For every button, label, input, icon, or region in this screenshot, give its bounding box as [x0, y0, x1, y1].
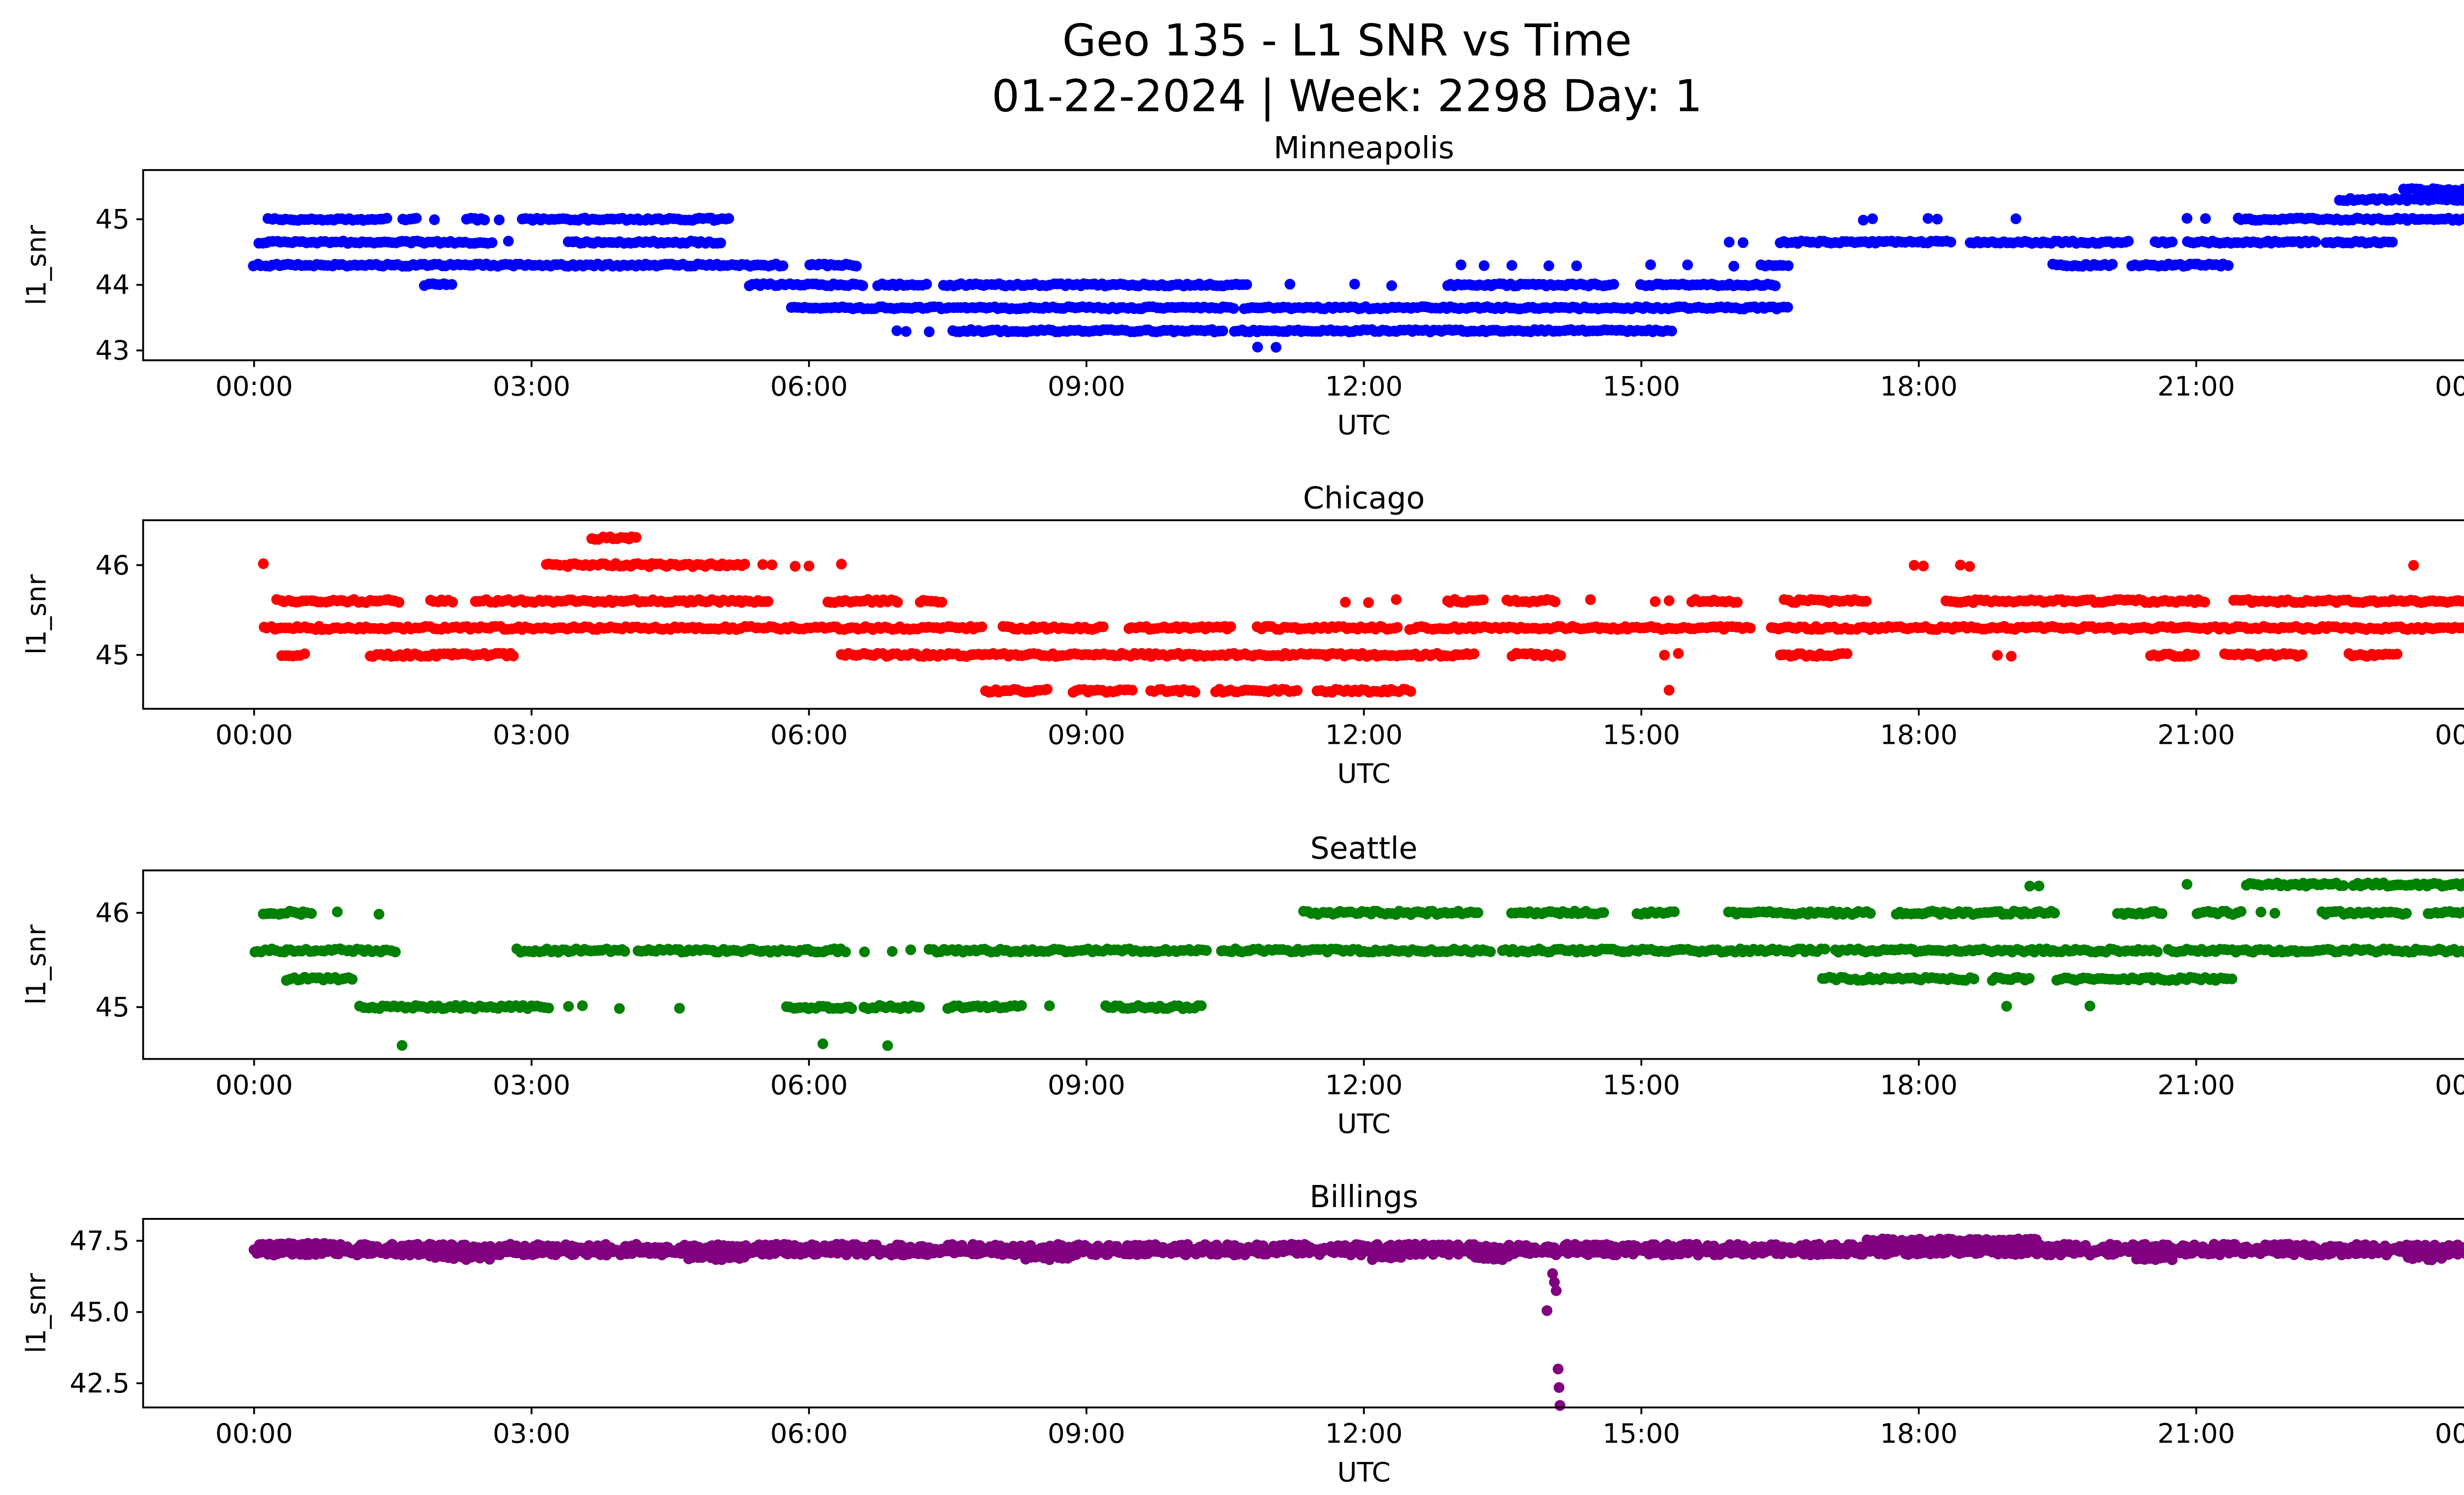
x-tick-label: 03:00	[493, 371, 570, 402]
subplot-title: Chicago	[1303, 481, 1425, 516]
y-tick-label: 44	[96, 269, 130, 301]
x-tick-label: 15:00	[1603, 1069, 1680, 1101]
scatter-series-minneapolis	[248, 183, 2464, 353]
y-tick-label: 45	[96, 204, 130, 235]
x-axis-label: UTC	[1337, 409, 1390, 441]
plot-frame	[142, 519, 2464, 710]
x-tick-label: 00:00	[2435, 719, 2464, 751]
x-axis-label: UTC	[1337, 1457, 1390, 1488]
x-axis-label: UTC	[1337, 1108, 1390, 1140]
x-tick-label: 15:00	[1603, 1418, 1680, 1449]
subplot-seattle: Seattle l1_snr UTC 00:00 03:00 06:00 09:00 12:0…	[20, 831, 2464, 1140]
outlier-point	[1541, 1305, 1553, 1316]
y-tick-label: 43	[96, 335, 130, 366]
x-tick-label: 12:00	[1325, 1418, 1403, 1449]
subplot-minneapolis: Minneapolis l1_snr UTC 00:00 03:00 06:00 09:00…	[20, 130, 2464, 441]
x-tick-label: 15:00	[1603, 719, 1680, 751]
x-tick-label: 12:00	[1325, 371, 1403, 402]
y-tick-label: 47.5	[69, 1225, 130, 1256]
outlier-point	[1547, 1268, 1558, 1279]
subplot-title: Billings	[1309, 1179, 1418, 1215]
y-tick-label: 45	[96, 991, 130, 1023]
x-tick-label: 18:00	[1880, 371, 1957, 402]
y-tick-label: 45	[96, 639, 130, 670]
x-tick-label: 00:00	[2435, 371, 2464, 402]
x-tick-label: 21:00	[2157, 371, 2235, 402]
x-tick-label: 09:00	[1048, 371, 1125, 402]
outlier-point	[1551, 1285, 1562, 1296]
y-axis-label: l1_snr	[20, 225, 52, 305]
x-tick-label: 21:00	[2157, 1069, 2235, 1101]
x-tick-label: 06:00	[770, 371, 848, 402]
x-tick-label: 06:00	[770, 1418, 848, 1449]
x-tick-label: 18:00	[1880, 719, 1957, 751]
y-axis-label: l1_snr	[20, 924, 52, 1005]
x-tick-label: 03:00	[493, 719, 570, 751]
x-tick-label: 00:00	[2435, 1418, 2464, 1449]
y-axis-label: l1_snr	[20, 1273, 52, 1353]
y-tick-label: 45.0	[69, 1296, 130, 1328]
x-tick-label: 09:00	[1048, 1069, 1125, 1101]
outlier-point	[1552, 1363, 1564, 1375]
x-tick-label: 21:00	[2157, 719, 2235, 751]
x-axis-label: UTC	[1337, 758, 1390, 789]
figure-title: Geo 135 - L1 SNR vs Time	[1062, 15, 1632, 66]
plot-frame	[142, 1217, 2464, 1409]
x-tick-label: 12:00	[1325, 719, 1403, 751]
x-tick-label: 21:00	[2157, 1418, 2235, 1449]
x-tick-label: 00:00	[215, 1418, 293, 1449]
subplot-title: Seattle	[1310, 831, 1418, 866]
x-tick-label: 09:00	[1048, 1418, 1125, 1449]
x-tick-label: 06:00	[770, 719, 848, 751]
plot-frame	[142, 169, 2464, 361]
x-tick-label: 00:00	[215, 1069, 293, 1101]
scatter-series-billings	[248, 1233, 2464, 1411]
subplots-container: Minneapolis l1_snr UTC 00:00 03:00 06:00 09:00…	[20, 130, 2464, 1488]
x-tick-label: 09:00	[1048, 719, 1125, 751]
x-tick-label: 00:00	[215, 719, 293, 751]
x-tick-label: 18:00	[1880, 1069, 1957, 1101]
y-tick-label: 46	[96, 549, 130, 581]
x-tick-label: 03:00	[493, 1069, 570, 1101]
x-tick-label: 12:00	[1325, 1069, 1403, 1101]
subplot-billings: Billings l1_snr UTC 00:00 03:00 06:00 09:00 12:…	[20, 1179, 2464, 1488]
subplot-title: Minneapolis	[1273, 130, 1454, 166]
outlier-point	[1549, 1277, 1560, 1288]
y-tick-label: 42.5	[69, 1367, 130, 1399]
scatter-series-seattle	[249, 877, 2464, 1051]
x-tick-label: 00:00	[2435, 1069, 2464, 1101]
scatter-series-chicago	[258, 531, 2464, 698]
y-tick-label: 46	[96, 897, 130, 929]
figure-subtitle: 01-22-2024 | Week: 2298 Day: 1	[992, 70, 1702, 122]
x-tick-label: 15:00	[1603, 371, 1680, 402]
plot-frame	[142, 869, 2464, 1060]
outlier-point	[1553, 1382, 1565, 1393]
subplot-chicago: Chicago l1_snr UTC 00:00 03:00 06:00 09:00 12:0…	[20, 481, 2464, 789]
y-axis-label: l1_snr	[20, 574, 52, 655]
x-tick-label: 03:00	[493, 1418, 570, 1449]
outlier-point	[1554, 1400, 1566, 1411]
x-tick-label: 06:00	[770, 1069, 848, 1101]
x-tick-label: 00:00	[215, 371, 293, 402]
x-tick-label: 18:00	[1880, 1418, 1957, 1449]
